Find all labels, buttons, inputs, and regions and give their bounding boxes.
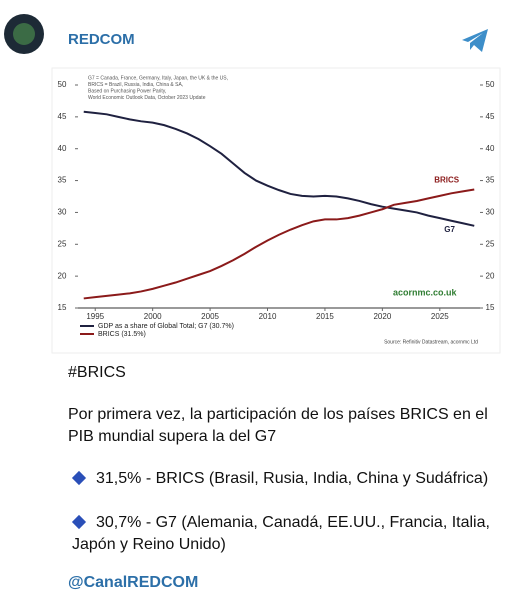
channel-name[interactable]: REDCOM: [68, 31, 135, 48]
chart-image: [51, 67, 501, 354]
legend-label: GDP as a share of Global Total; G7 (30.7…: [98, 323, 234, 330]
channel-link[interactable]: @CanalREDCOM: [68, 574, 199, 591]
x-tick-label: 1995: [86, 312, 104, 321]
y-tick-label: 20: [58, 271, 67, 280]
bullet-item: 31,5% - BRICS (Brasil, Rusia, India, Chi…: [71, 468, 502, 490]
y-tick-label: 45: [58, 112, 67, 121]
x-tick-label: 2025: [431, 312, 449, 321]
bullet-item: 30,7% - G7 (Alemania, Canadá, EE.UU., Fr…: [71, 512, 502, 556]
x-tick-label: 2010: [259, 312, 277, 321]
x-tick-label: 2005: [201, 312, 219, 321]
y2-tick-label: 35: [486, 176, 495, 185]
headline: Por primera vez, la participación de los…: [68, 406, 488, 445]
bullet-text: 31,5% - BRICS (Brasil, Rusia, India, Chi…: [96, 470, 489, 487]
line-series: [83, 188, 475, 300]
telegram-icon[interactable]: [462, 29, 488, 52]
y2-tick-label: 50: [486, 80, 495, 89]
chart-note: World Economic Outlook Data, October 202…: [88, 95, 206, 101]
line-label: BRICS: [434, 176, 460, 185]
x-tick-label: 2000: [144, 312, 162, 321]
y-tick-label: 15: [58, 303, 67, 312]
x-tick-label: 2015: [316, 312, 334, 321]
line-label: G7: [444, 225, 455, 234]
y-tick-label: 50: [58, 80, 67, 89]
y-tick-label: 40: [58, 144, 67, 153]
y2-tick-label: 15: [486, 303, 495, 312]
chart-note: Based on Purchasing Power Parity,: [88, 88, 166, 94]
y2-tick-label: 40: [486, 144, 495, 153]
chart-source: Source: Refinitiv Datastream, acornmc Lt…: [384, 339, 478, 345]
chart-note: BRICS = Brazil, Russia, India, China & S…: [88, 82, 183, 88]
diamond-icon: [71, 514, 87, 530]
avatar-globe: [13, 23, 35, 45]
diamond-icon: [71, 470, 87, 486]
y-tick-label: 35: [58, 176, 67, 185]
y-tick-label: 25: [58, 239, 67, 248]
y2-tick-label: 45: [486, 112, 495, 121]
bullet-text: 30,7% - G7 (Alemania, Canadá, EE.UU., Fr…: [72, 514, 490, 553]
hashtag[interactable]: #BRICS: [68, 364, 126, 381]
chart-note: G7 = Canada, France, Germany, Italy, Jap…: [88, 75, 228, 81]
y2-tick-label: 25: [486, 239, 495, 248]
y2-tick-label: 30: [486, 208, 495, 217]
y-tick-label: 30: [58, 208, 67, 217]
y2-tick-label: 20: [486, 271, 495, 280]
x-tick-label: 2020: [373, 312, 391, 321]
legend-label: BRICS (31.5%): [98, 331, 146, 338]
watermark: acornmc.co.uk: [393, 287, 458, 297]
line-series: [83, 110, 475, 227]
